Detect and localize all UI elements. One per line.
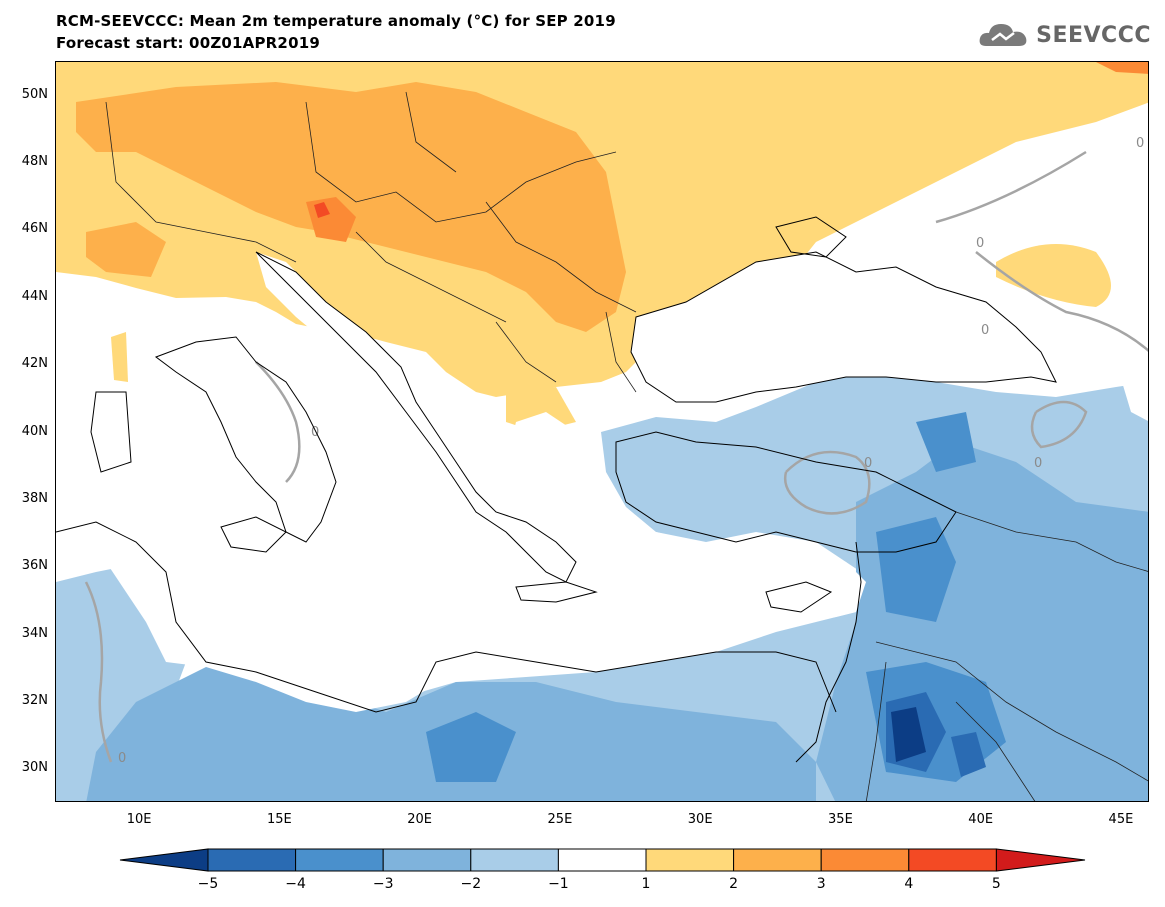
zero-contour-label: 0 xyxy=(976,236,984,251)
anomaly-map: 0 0 0 0 0 0 0 xyxy=(56,62,1148,801)
colorbar-tick-label: 5 xyxy=(991,876,1001,892)
aegean-sea xyxy=(506,412,616,562)
colorbar-segment-6 xyxy=(645,848,735,872)
anomaly-region-minus3to4-libya xyxy=(426,712,516,782)
sardinia-coastline xyxy=(90,391,132,473)
lat-label-48n: 48N xyxy=(21,154,48,170)
country-border-layer xyxy=(105,91,1148,801)
colorbar-segment-4 xyxy=(470,848,559,872)
mediterranean-sea xyxy=(106,342,866,712)
map-panel: 0 0 0 0 0 0 0 xyxy=(55,61,1149,802)
lat-label-32n: 32N xyxy=(21,692,48,708)
map-title: RCM-SEEVCCC: Mean 2m temperature anomaly… xyxy=(56,12,616,30)
colorbar-segment-7 xyxy=(733,848,822,872)
colorbar-segment-2 xyxy=(295,848,384,872)
colorbar-segment-3 xyxy=(382,848,472,872)
lon-label-25e: 25E xyxy=(547,812,573,827)
lat-label-50n: 50N xyxy=(21,86,48,102)
lon-label-35e: 35E xyxy=(828,812,853,827)
colorbar-segment-below-min xyxy=(119,848,209,872)
black-sea xyxy=(631,252,1056,402)
anomaly-region-1to2-corsica xyxy=(111,332,128,382)
colorbar-tick-label: −5 xyxy=(197,876,219,892)
lon-label-20e: 20E xyxy=(407,812,433,827)
zero-contour-label: 0 xyxy=(864,456,872,471)
colorbar-tick-label: −4 xyxy=(285,876,306,892)
italy-coastline xyxy=(154,336,337,543)
anomaly-fill-layer xyxy=(56,62,1148,801)
anomaly-region-1to2-east xyxy=(996,244,1111,307)
zero-contour-label: 0 xyxy=(118,751,126,766)
logo-text: SEEVCCC xyxy=(1036,22,1151,48)
balkan-coastline xyxy=(255,251,577,583)
zero-contour-caucasus xyxy=(1030,400,1088,449)
adriatic-sea xyxy=(256,252,406,392)
zero-contour-east xyxy=(935,150,1148,352)
lat-label-40n: 40N xyxy=(21,423,48,439)
colorbar xyxy=(119,848,1086,872)
cloud-logo-icon xyxy=(979,24,1027,46)
lon-label-40e: 40E xyxy=(968,812,994,827)
seevccc-logo: SEEVCCC xyxy=(978,20,1151,50)
caspian-sea xyxy=(1116,352,1148,421)
zero-contour-turkey xyxy=(783,450,871,515)
lat-label-34n: 34N xyxy=(21,625,48,641)
colorbar-tick-label: 4 xyxy=(904,876,914,892)
lat-label-30n: 30N xyxy=(21,760,48,776)
colorbar-tick-label: 3 xyxy=(816,876,826,892)
coastline-layer xyxy=(56,216,1057,763)
lon-label-15e: 15E xyxy=(267,812,292,827)
lat-label-36n: 36N xyxy=(21,558,48,574)
zero-contour-label: 0 xyxy=(1136,136,1144,151)
contour-label-layer: 0 0 0 0 0 0 0 xyxy=(118,136,1144,766)
lat-label-44n: 44N xyxy=(21,288,48,304)
colorbar-segment-9 xyxy=(908,848,997,872)
anomaly-region-below-minus5 xyxy=(891,707,926,762)
cyprus-coastline xyxy=(765,581,833,613)
anatolia-coastline xyxy=(615,431,957,553)
colorbar-segment-1 xyxy=(207,848,297,872)
levant-coastline xyxy=(795,541,862,763)
zero-contour-label: 0 xyxy=(1034,456,1042,471)
colorbar-segment-8 xyxy=(820,848,910,872)
crete-coastline xyxy=(515,581,598,603)
zero-contour-label: 0 xyxy=(981,323,989,338)
lat-label-42n: 42N xyxy=(21,356,48,372)
zero-contour-layer xyxy=(84,150,1148,763)
colorbar-segment-above-max xyxy=(995,848,1086,872)
anomaly-region-2to3-west xyxy=(86,222,166,277)
colorbar-tick-label: −1 xyxy=(548,876,569,892)
lon-label-30e: 30E xyxy=(687,812,713,827)
sicily-coastline xyxy=(220,516,287,553)
anomaly-region-4to5-slovenia xyxy=(314,202,330,218)
zero-contour-italy xyxy=(255,361,301,483)
anomaly-region-warm-ne-corner xyxy=(1096,62,1148,74)
black-sea-coastline xyxy=(630,251,1057,403)
anomaly-region-2to3-central xyxy=(76,82,626,332)
zero-contour-tunisia xyxy=(84,581,113,763)
colorbar-tick-label: −3 xyxy=(372,876,394,892)
crimea-coastline xyxy=(775,216,847,258)
lon-label-10e: 10E xyxy=(126,812,152,827)
anomaly-region-minus3to4-syria xyxy=(876,517,956,622)
lat-label-46n: 46N xyxy=(21,221,48,237)
colorbar-segment-5 xyxy=(557,848,647,872)
colorbar-tick-label: 2 xyxy=(729,876,739,892)
lat-label-38n: 38N xyxy=(21,490,48,506)
forecast-start-label: Forecast start: 00Z01APR2019 xyxy=(56,34,320,52)
lon-label-45e: 45E xyxy=(1108,812,1134,827)
colorbar-tick-label: 1 xyxy=(641,876,651,892)
africa-coastline xyxy=(56,521,837,713)
anomaly-region-minus3to4-east-turkey xyxy=(916,412,976,472)
zero-contour-label: 0 xyxy=(311,425,319,440)
anomaly-region-minus4to5-saudi xyxy=(951,732,986,777)
colorbar-tick-label: −2 xyxy=(460,876,482,892)
